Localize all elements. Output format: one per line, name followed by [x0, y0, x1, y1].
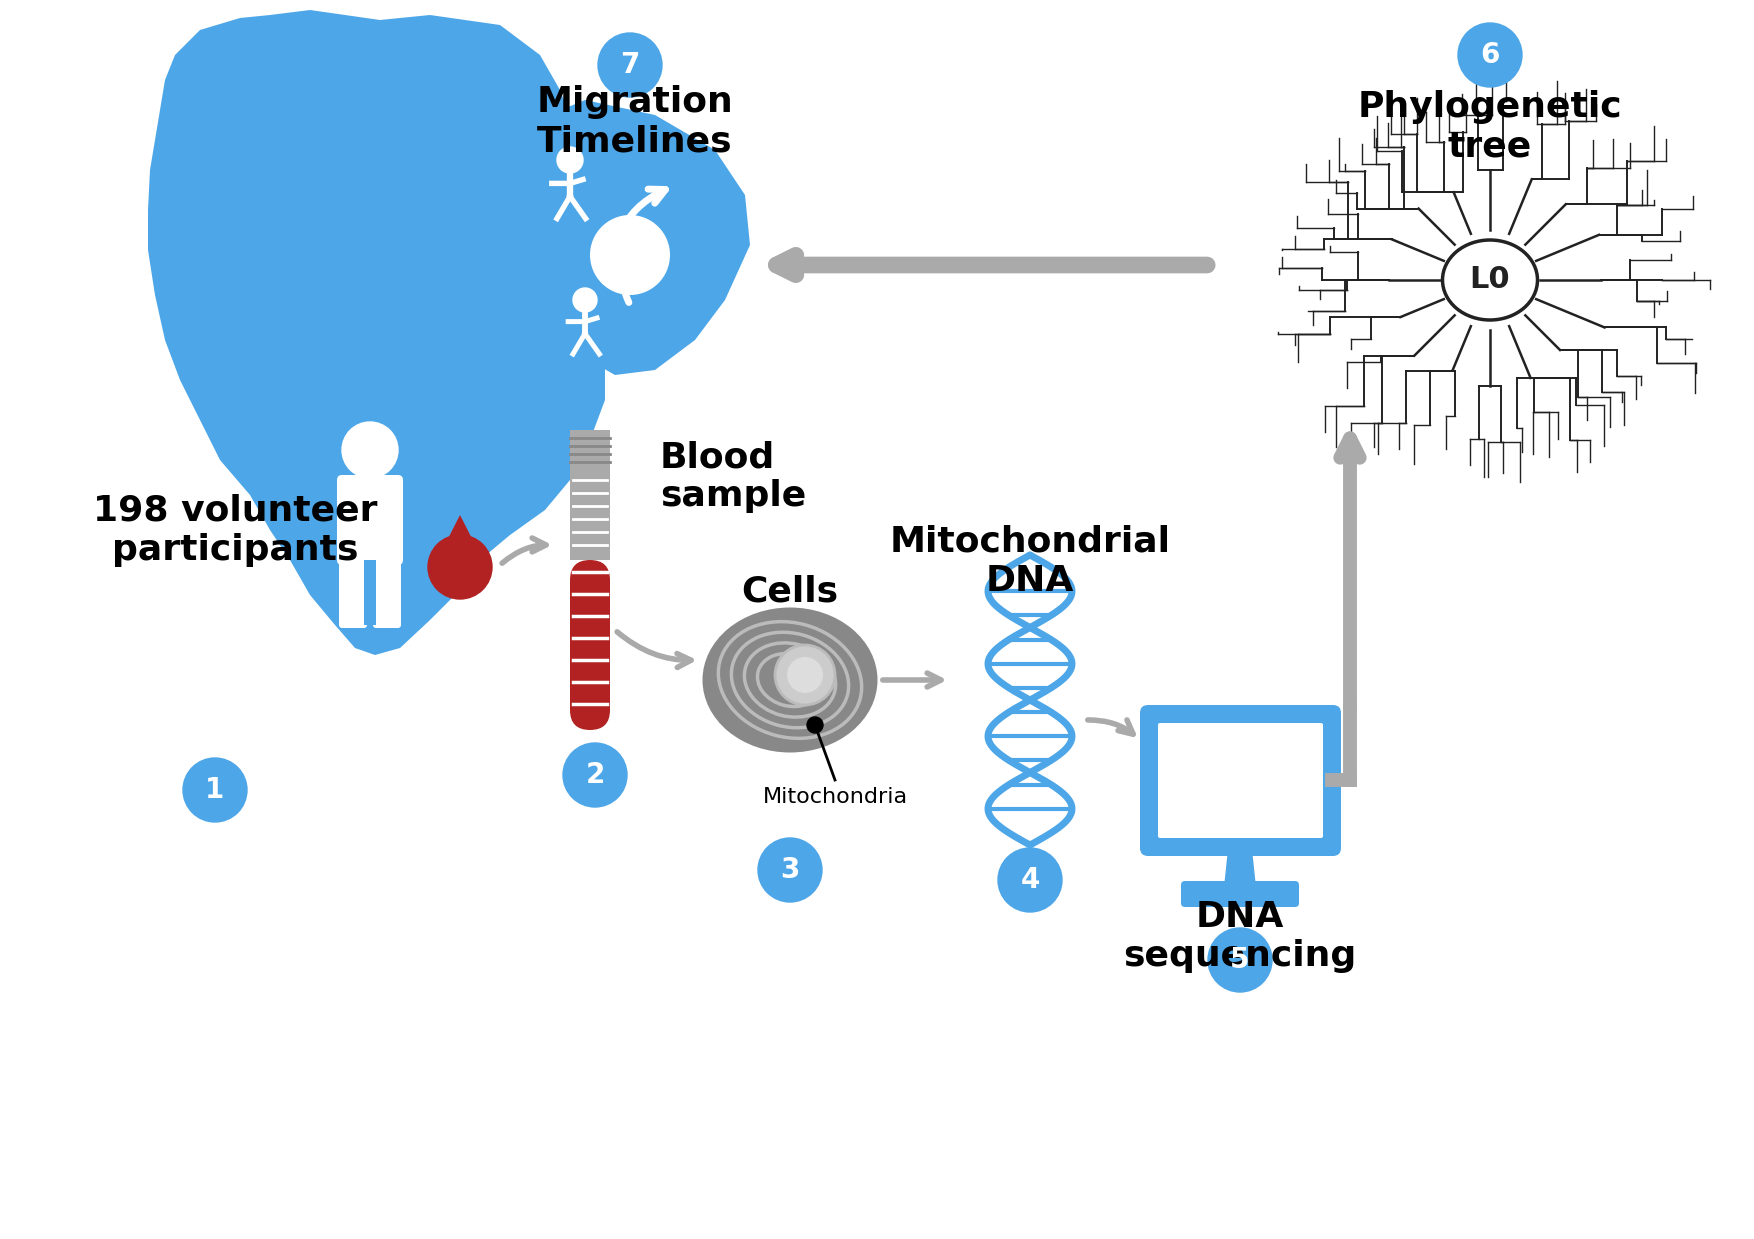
Ellipse shape — [1442, 240, 1538, 320]
Text: Phylogenetic
tree: Phylogenetic tree — [1358, 90, 1622, 164]
Text: 198 volunteer
participants: 198 volunteer participants — [93, 493, 377, 566]
Circle shape — [558, 147, 582, 173]
Text: 2: 2 — [586, 761, 605, 789]
Circle shape — [1209, 928, 1272, 992]
Polygon shape — [365, 560, 375, 624]
FancyBboxPatch shape — [570, 430, 610, 470]
Circle shape — [788, 657, 823, 693]
Polygon shape — [519, 100, 751, 375]
FancyBboxPatch shape — [570, 470, 610, 560]
Text: Cells: Cells — [742, 575, 838, 610]
Text: 5: 5 — [1230, 947, 1251, 974]
Circle shape — [807, 717, 823, 733]
Ellipse shape — [703, 607, 877, 752]
Text: 6: 6 — [1480, 41, 1500, 69]
FancyBboxPatch shape — [337, 475, 403, 565]
Circle shape — [342, 422, 398, 478]
Circle shape — [775, 646, 835, 705]
Polygon shape — [1224, 849, 1256, 887]
Text: 3: 3 — [781, 856, 800, 883]
Circle shape — [428, 535, 493, 598]
Text: 1: 1 — [205, 776, 225, 804]
FancyBboxPatch shape — [374, 558, 402, 628]
Text: DNA
sequencing: DNA sequencing — [1123, 900, 1356, 974]
Text: 7: 7 — [621, 51, 640, 79]
FancyBboxPatch shape — [1158, 724, 1323, 838]
Text: Migration
Timelines: Migration Timelines — [537, 85, 733, 159]
FancyBboxPatch shape — [339, 558, 367, 628]
Circle shape — [182, 758, 247, 821]
Circle shape — [574, 287, 596, 312]
Polygon shape — [431, 515, 488, 570]
FancyBboxPatch shape — [1180, 881, 1300, 907]
Text: Mitochondria: Mitochondria — [763, 787, 907, 807]
Circle shape — [598, 33, 661, 97]
Circle shape — [589, 216, 670, 295]
FancyBboxPatch shape — [570, 560, 610, 730]
Text: Blood
sample: Blood sample — [660, 440, 807, 513]
Text: L0: L0 — [1470, 265, 1510, 295]
Text: Mitochondrial
DNA: Mitochondrial DNA — [889, 525, 1170, 598]
Polygon shape — [147, 10, 605, 655]
Text: 4: 4 — [1021, 866, 1040, 895]
Circle shape — [998, 847, 1061, 912]
FancyBboxPatch shape — [1140, 705, 1342, 856]
Circle shape — [758, 838, 823, 902]
Circle shape — [1458, 24, 1522, 87]
Circle shape — [563, 743, 626, 807]
